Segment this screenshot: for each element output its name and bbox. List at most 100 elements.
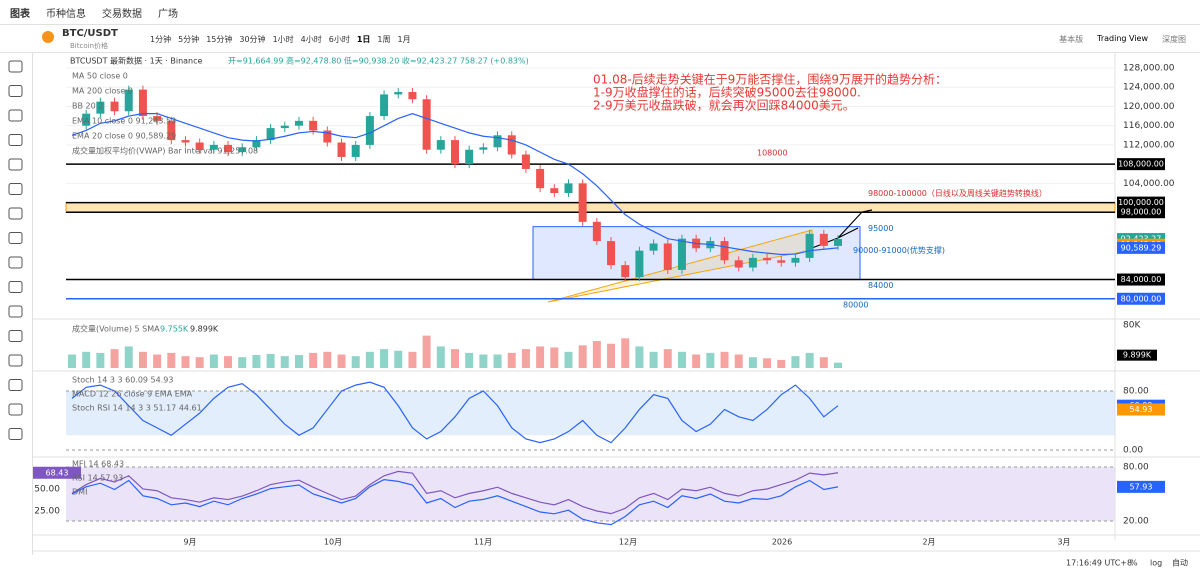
interval-button[interactable]: 1小时: [272, 35, 294, 44]
candle: [507, 135, 516, 155]
tool-icon[interactable]: [8, 109, 23, 122]
indicator-legend: EMA 10 close 0 91,243.53: [72, 117, 176, 126]
indicator-legend: MA 50 close 0: [72, 72, 128, 81]
tool-icon[interactable]: [8, 354, 23, 367]
volume-bar: [337, 354, 346, 368]
level-label: 95000: [868, 224, 893, 233]
candle: [96, 101, 105, 114]
volume-bar: [138, 351, 147, 368]
candle: [224, 144, 233, 153]
volume-bar: [96, 352, 105, 368]
candle: [720, 241, 729, 261]
view-button[interactable]: Trading View: [1097, 34, 1148, 43]
price-tag: [1117, 233, 1165, 246]
oscillator-band: [66, 391, 1115, 436]
volume-bar: [621, 338, 630, 368]
oscillator-legend: MFI 14 68.43: [72, 460, 124, 469]
indicator-legend: 成交量加权平均价(VWAP) Bar Interval 91,257.08: [72, 146, 258, 156]
tool-icon[interactable]: [8, 305, 23, 318]
candle: [607, 241, 616, 266]
y-tick-label: 104,000.00: [1123, 179, 1175, 189]
level-label: 108000: [757, 149, 788, 158]
interval-button[interactable]: 6小时: [328, 35, 350, 44]
volume-bar: [692, 354, 701, 368]
interval-button[interactable]: 1周: [377, 35, 391, 44]
volume-bar: [451, 349, 459, 368]
tool-icon[interactable]: [8, 379, 23, 391]
price-tag-label: 91,243.53: [1121, 240, 1162, 249]
volume-bar: [238, 357, 247, 368]
nav-tab[interactable]: 币种信息: [46, 8, 86, 20]
price-tag-label: 100,000.00: [1118, 198, 1164, 207]
tool-icon[interactable]: [8, 134, 23, 146]
status-button[interactable]: 自动: [1172, 558, 1188, 568]
volume-bar: [649, 351, 658, 368]
status-button[interactable]: log: [1150, 559, 1162, 568]
symbol-line: BTCUSDT 最新数据 · 1天 · Binance: [70, 56, 203, 66]
price-tag: [1117, 158, 1165, 171]
tool-icon[interactable]: [8, 256, 23, 269]
tool-icon[interactable]: [8, 330, 23, 342]
status-time: 17:16:49 UTC+8: [1066, 559, 1132, 568]
volume-bar: [777, 359, 786, 368]
top-nav: 图表 币种信息 交易数据 广场: [0, 0, 1200, 25]
volume-tag: [1117, 349, 1157, 361]
level-label: 80000: [843, 300, 868, 309]
candle: [635, 250, 644, 278]
y2-tick-label: 50.00: [34, 484, 60, 494]
tool-icon[interactable]: [8, 403, 23, 416]
tool-icon[interactable]: [8, 60, 23, 73]
tool-icon[interactable]: [8, 281, 23, 293]
candle: [536, 168, 545, 189]
volume-bar: [380, 349, 389, 368]
symbol[interactable]: BTC/USDT: [62, 28, 118, 39]
price-tag-label: 54.93: [1130, 405, 1153, 414]
volume-bar: [294, 355, 303, 368]
volume-tag-label: 9.899K: [1123, 351, 1152, 360]
volume-bar: [68, 354, 76, 368]
tool-icon[interactable]: [8, 183, 23, 195]
interval-button[interactable]: 1月: [397, 35, 411, 44]
status-button[interactable]: %: [1130, 559, 1138, 568]
view-button[interactable]: 深度图: [1162, 35, 1186, 44]
y-tick-label: 120,000.00: [1123, 102, 1175, 112]
volume-bar: [578, 345, 587, 368]
volume-bar: [351, 356, 360, 368]
interval-button[interactable]: 15分钟: [206, 35, 233, 44]
volume-bar: [677, 351, 686, 368]
x-tick-label: 12月: [619, 538, 637, 547]
tool-icon[interactable]: [8, 207, 23, 220]
volume-bar: [748, 357, 757, 368]
volume-bar: [82, 351, 91, 368]
candle: [209, 144, 218, 150]
interval-button[interactable]: 5分钟: [178, 35, 200, 44]
candle: [380, 94, 389, 117]
volume-bar: [834, 362, 842, 368]
volume-bar: [394, 350, 403, 368]
volume-bar: [167, 352, 176, 368]
nav-tab[interactable]: 图表: [10, 8, 30, 20]
view-button[interactable]: 基本版: [1059, 35, 1084, 44]
volume-bar: [734, 354, 743, 368]
candle: [692, 238, 701, 249]
interval-button[interactable]: 30分钟: [239, 35, 266, 44]
interval-button[interactable]: 1日: [356, 35, 371, 44]
interval-button[interactable]: 4小时: [300, 35, 322, 44]
nav-tab[interactable]: 广场: [158, 8, 178, 20]
volume-bar: [479, 354, 488, 368]
volume-bar: [507, 352, 516, 368]
price-tag-label: 92,423.27: [1121, 235, 1162, 244]
tool-icon[interactable]: [8, 428, 23, 440]
tool-icon[interactable]: [8, 158, 23, 171]
price-tag: [33, 466, 81, 479]
candle: [337, 142, 346, 157]
analysis-note: 01.08-后续走势关键在于9万能否撑住，围绕9万展开的趋势分析：: [593, 72, 947, 87]
level-label: 84000: [868, 281, 893, 290]
candle: [649, 243, 658, 251]
interval-button[interactable]: 1分钟: [150, 35, 172, 44]
nav-tab[interactable]: 交易数据: [102, 8, 142, 20]
tool-icon[interactable]: [8, 232, 23, 244]
price-tag-label: 90,589.29: [1121, 243, 1162, 252]
tool-icon[interactable]: [8, 85, 23, 97]
